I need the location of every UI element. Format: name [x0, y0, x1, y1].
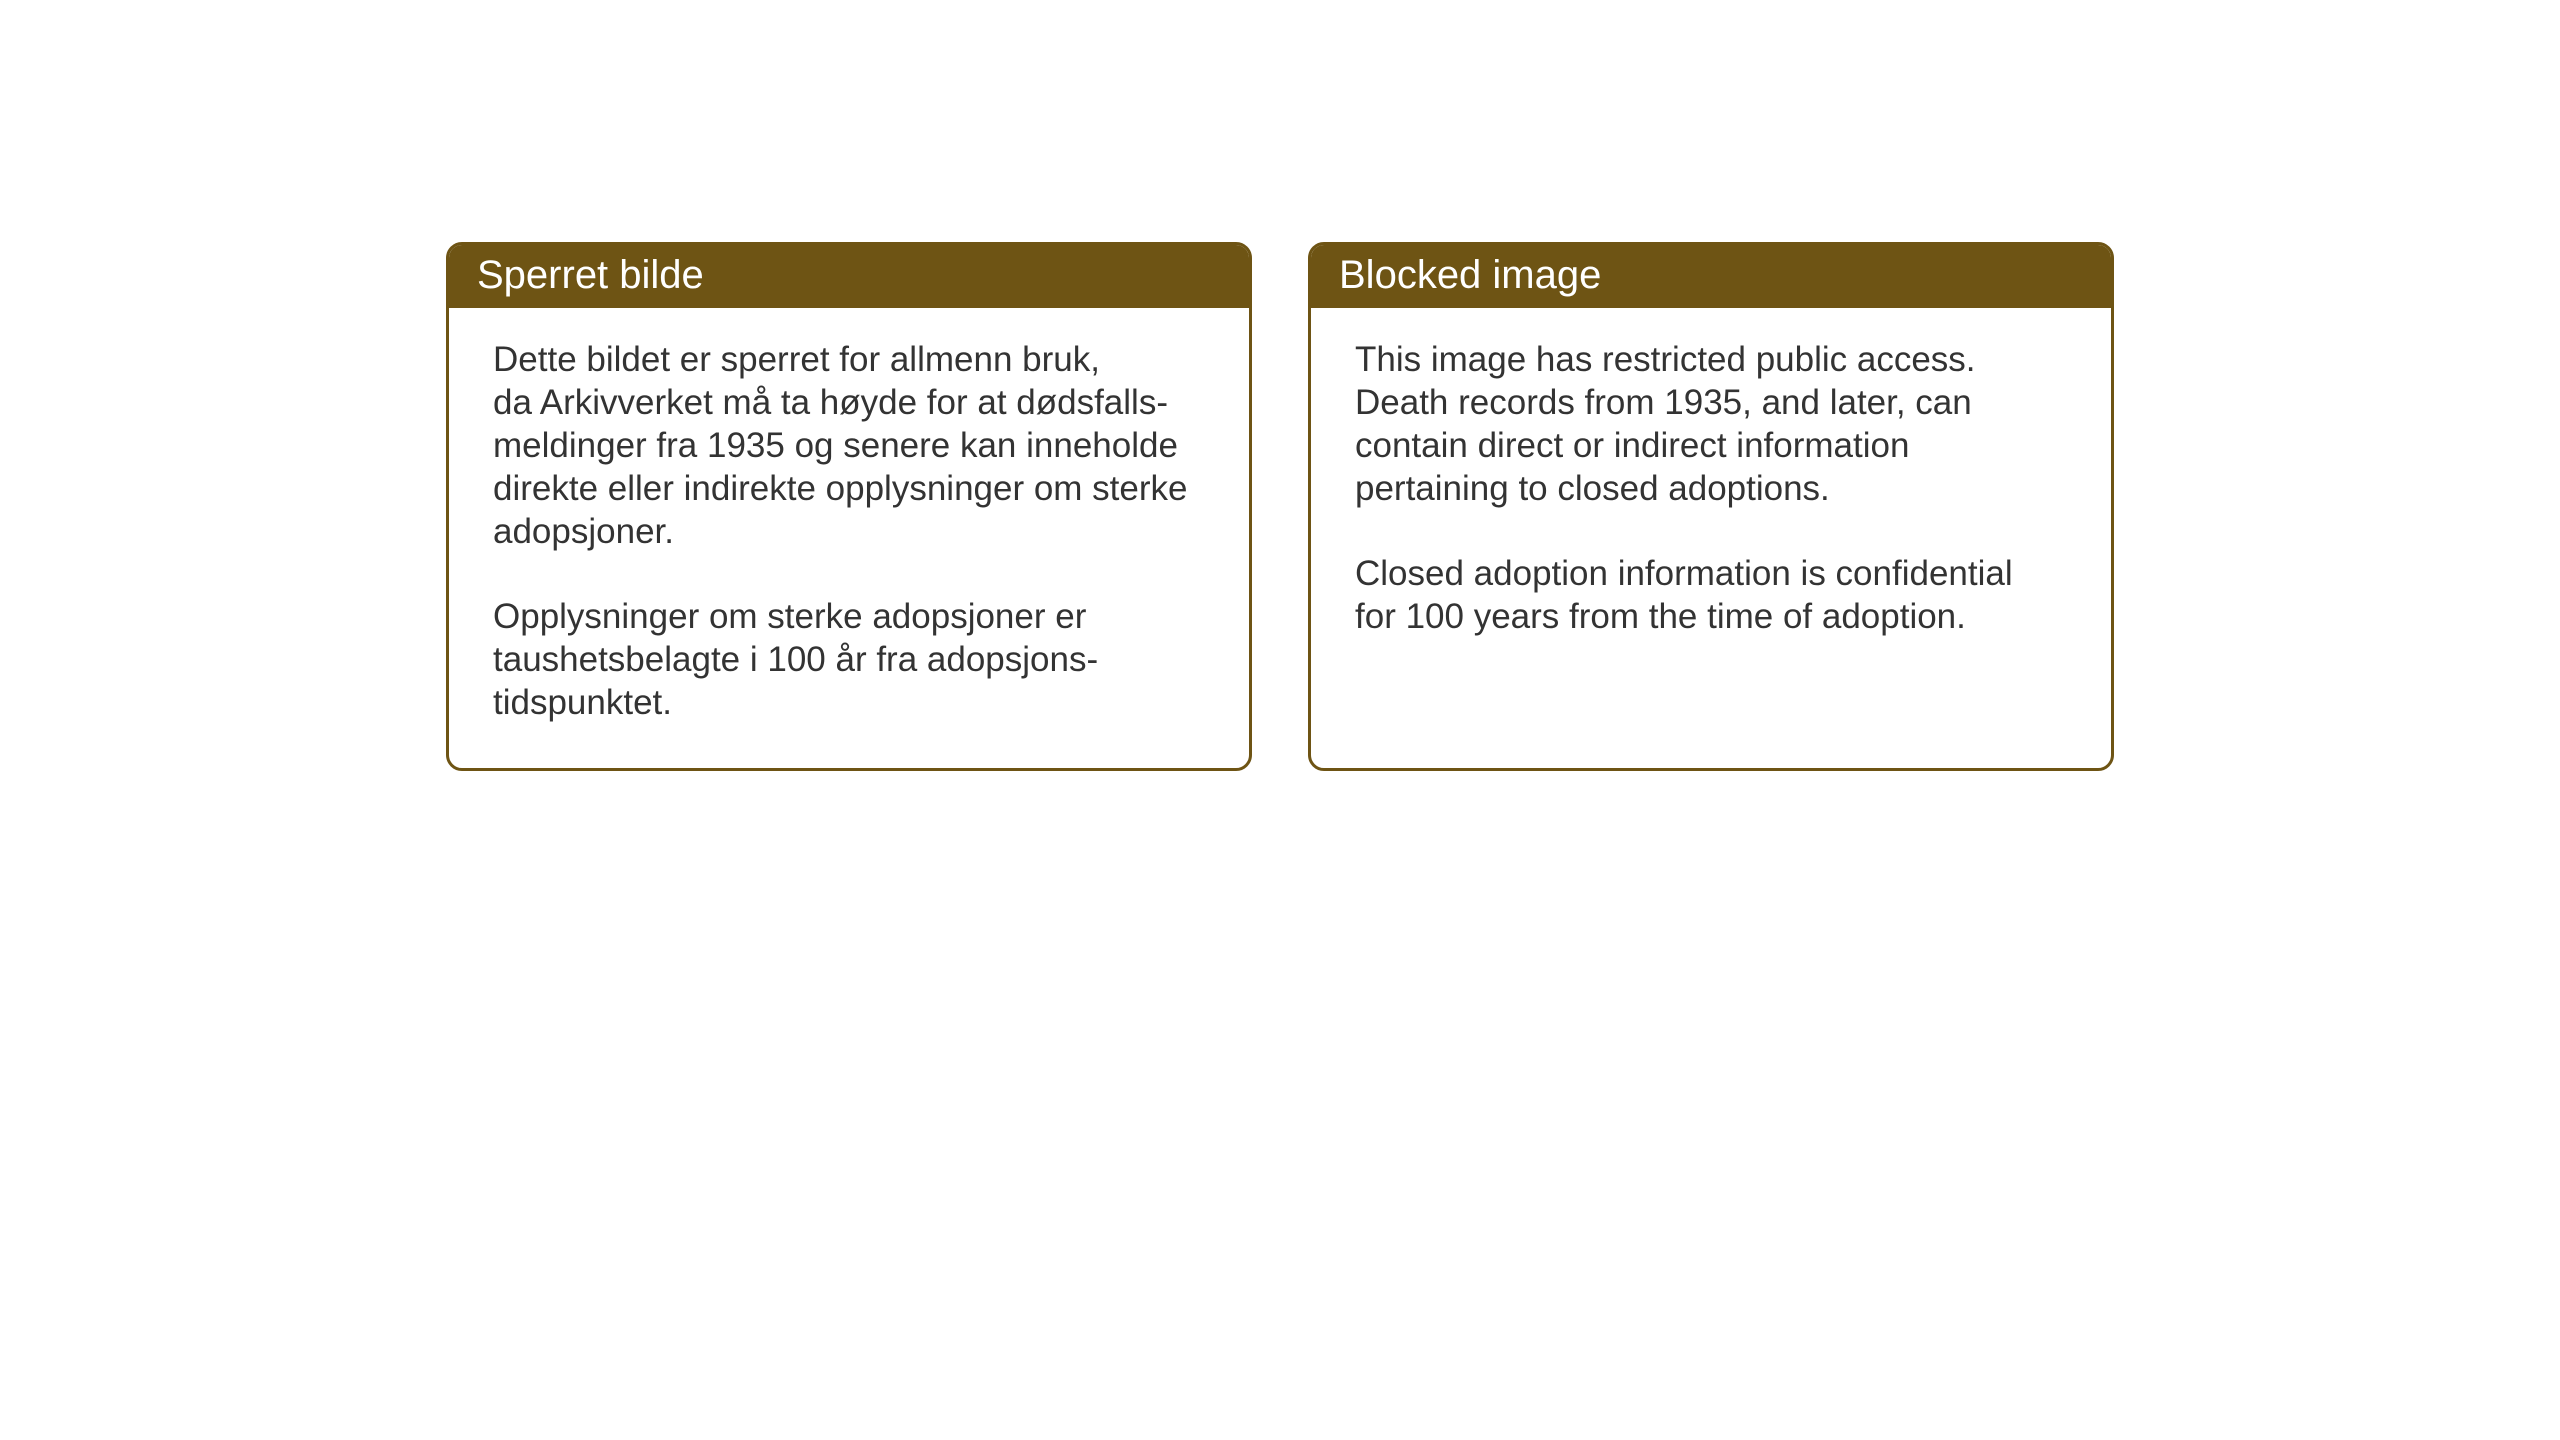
english-paragraph1-line4: pertaining to closed adoptions.: [1355, 467, 2067, 510]
english-card-body: This image has restricted public access.…: [1311, 308, 2111, 682]
norwegian-paragraph1-line2: da Arkivverket må ta høyde for at dødsfa…: [493, 381, 1205, 424]
english-paragraph1-line3: contain direct or indirect information: [1355, 424, 2067, 467]
norwegian-paragraph2-line3: tidspunktet.: [493, 681, 1205, 724]
english-paragraph2-line2: for 100 years from the time of adoption.: [1355, 595, 2067, 638]
notice-container: Sperret bilde Dette bildet er sperret fo…: [446, 242, 2114, 771]
english-paragraph2-line1: Closed adoption information is confident…: [1355, 552, 2067, 595]
paragraph-spacer: [493, 553, 1205, 595]
norwegian-paragraph1-line1: Dette bildet er sperret for allmenn bruk…: [493, 338, 1205, 381]
norwegian-paragraph2-line1: Opplysninger om sterke adopsjoner er: [493, 595, 1205, 638]
norwegian-paragraph1-line3: meldinger fra 1935 og senere kan innehol…: [493, 424, 1205, 467]
norwegian-card-body: Dette bildet er sperret for allmenn bruk…: [449, 308, 1249, 768]
norwegian-notice-card: Sperret bilde Dette bildet er sperret fo…: [446, 242, 1252, 771]
english-paragraph1-line1: This image has restricted public access.: [1355, 338, 2067, 381]
english-notice-card: Blocked image This image has restricted …: [1308, 242, 2114, 771]
english-card-title: Blocked image: [1311, 245, 2111, 308]
norwegian-paragraph2-line2: taushetsbelagte i 100 år fra adopsjons-: [493, 638, 1205, 681]
paragraph-spacer: [1355, 510, 2067, 552]
norwegian-paragraph1-line4: direkte eller indirekte opplysninger om …: [493, 467, 1205, 510]
english-paragraph1-line2: Death records from 1935, and later, can: [1355, 381, 2067, 424]
norwegian-paragraph1-line5: adopsjoner.: [493, 510, 1205, 553]
norwegian-card-title: Sperret bilde: [449, 245, 1249, 308]
